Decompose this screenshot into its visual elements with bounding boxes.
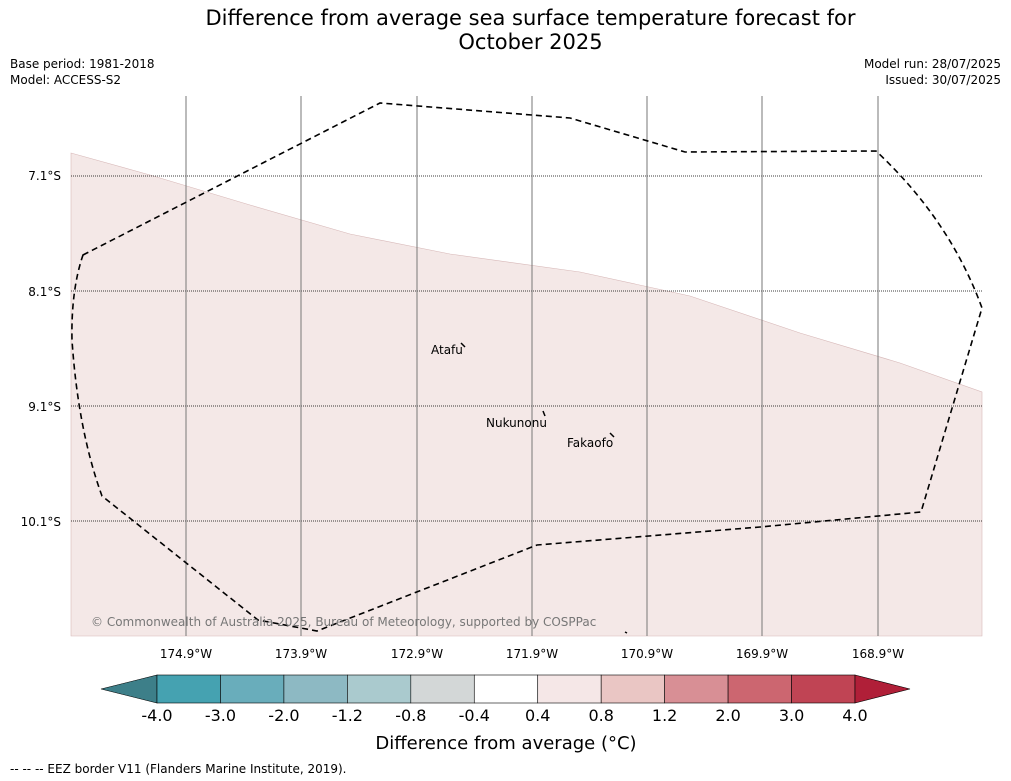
colorbar-segment [727, 674, 792, 704]
copyright-notice: © Commonwealth of Australia 2025, Bureau… [91, 615, 596, 629]
lon-label: 172.9°W [391, 647, 443, 661]
colorbar-tick-label: 3.0 [779, 706, 804, 725]
colorbar-segment [600, 674, 665, 704]
swains-island-icon [624, 631, 628, 634]
colorbar-segment [347, 674, 412, 704]
lon-label: 170.9°W [621, 647, 673, 661]
colorbar-segment [791, 674, 856, 704]
colorbar-tick-label: -0.8 [395, 706, 426, 725]
lon-label: 174.9°W [160, 647, 212, 661]
lon-label: 171.9°W [506, 647, 558, 661]
issued-date: Issued: 30/07/2025 [885, 73, 1001, 87]
place-fakaofo: Fakaofo [567, 436, 613, 450]
colorbar-tick-label: 0.4 [525, 706, 550, 725]
colorbar-tick-label: -2.0 [268, 706, 299, 725]
model-name: Model: ACCESS-S2 [10, 73, 122, 87]
place-atafu: Atafu [431, 343, 463, 357]
colorbar-ticks: -4.0 -3.0 -2.0 -1.2 -0.8 -0.4 0.4 0.8 1.2 2.0 3.0 4… [141, 706, 867, 725]
lon-gridlines [185, 96, 879, 636]
base-period: Base period: 1981-2018 [10, 57, 155, 71]
meta-left: Base period: 1981-2018 Model: ACCESS-S2 [10, 56, 155, 88]
eez-legend-footer: -- -- -- EEZ border V11 (Flanders Marine… [10, 762, 347, 776]
lat-label: 8.1°S [28, 285, 61, 299]
colorbar-tick-label: -1.2 [332, 706, 363, 725]
lat-labels: 7.1°S 8.1°S 9.1°S 10.1°S [21, 169, 61, 529]
colorbar-label: Difference from average (°C) [375, 733, 636, 754]
colorbar-tick-label: -0.4 [459, 706, 490, 725]
colorbar-segment [473, 674, 539, 704]
title-line-1: Difference from average sea surface temp… [205, 6, 856, 30]
lon-label: 173.9°W [275, 647, 327, 661]
fakaofo-island-icon [609, 432, 615, 438]
map-title: Difference from average sea surface temp… [0, 6, 1011, 54]
title-line-2: October 2025 [458, 30, 603, 54]
colorbar-segment [283, 674, 348, 704]
colorbar-extend-low [100, 674, 158, 704]
anomaly-shading [70, 152, 983, 637]
lon-labels: 174.9°W 173.9°W 172.9°W 171.9°W 170.9°W … [160, 647, 904, 661]
model-run: Model run: 28/07/2025 [863, 57, 1001, 71]
eez-border [71, 102, 983, 632]
islands [460, 342, 628, 634]
meta-right: Model run: 28/07/2025 Issued: 30/07/2025 [864, 56, 1001, 88]
lon-label: 168.9°W [852, 647, 904, 661]
lat-label: 10.1°S [21, 515, 61, 529]
colorbar-segment [664, 674, 729, 704]
colorbar-segment [410, 674, 475, 704]
colorbar-extend-high [854, 674, 911, 704]
colorbar-tick-label: 4.0 [842, 706, 867, 725]
lon-label: 169.9°W [736, 647, 788, 661]
colorbar-segment [220, 674, 285, 704]
lat-label: 7.1°S [28, 169, 61, 183]
place-nukunonu: Nukunonu [486, 416, 547, 430]
colorbar-tick-label: -3.0 [205, 706, 236, 725]
atafu-island-icon [460, 342, 466, 348]
colorbar-segment [156, 674, 221, 704]
colorbar [100, 674, 911, 704]
colorbar-tick-label: 0.8 [588, 706, 613, 725]
colorbar-tick-label: 1.2 [652, 706, 677, 725]
lat-label: 9.1°S [28, 400, 61, 414]
colorbar-tick-label: 2.0 [715, 706, 740, 725]
colorbar-tick-label: -4.0 [141, 706, 172, 725]
nukunonu-island-icon [542, 410, 546, 417]
colorbar-segment [537, 674, 602, 704]
